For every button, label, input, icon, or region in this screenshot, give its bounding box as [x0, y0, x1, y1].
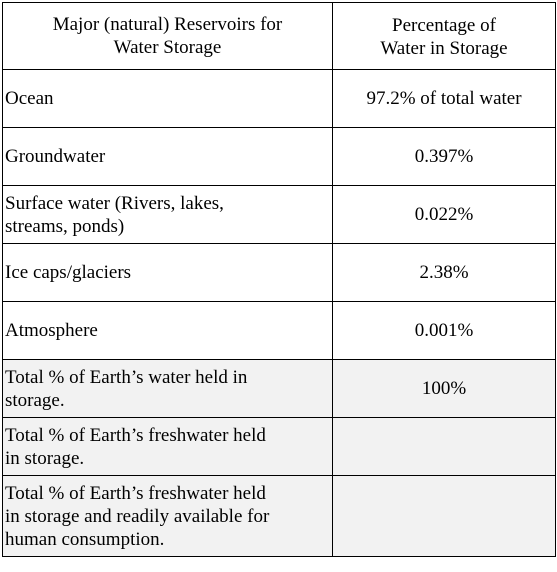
reservoir-text: storage. — [5, 389, 65, 411]
reservoir-cell: Ocean — [2, 69, 333, 128]
percentage-cell: 0.397% — [332, 127, 556, 186]
reservoir-text: Ocean — [5, 88, 54, 109]
header-row: Major (natural) Reservoirs for Water Sto… — [2, 2, 556, 70]
percentage-cell: 100% — [332, 359, 556, 418]
header-reservoir-line-2: Water Storage — [113, 37, 222, 58]
table-row-total: Total % of Earth’s freshwater held in st… — [2, 417, 556, 476]
percentage-cell — [332, 475, 556, 557]
reservoir-text: in storage and readily available for — [5, 505, 270, 527]
table-row-total: Total % of Earth’s water held in storage… — [2, 359, 556, 418]
reservoir-cell: Total % of Earth’s freshwater held in st… — [2, 475, 333, 557]
reservoir-text: Groundwater — [5, 146, 106, 167]
table-row: Ice caps/glaciers 2.38% — [2, 243, 556, 302]
reservoir-text: human consumption. — [5, 528, 165, 550]
header-percentage-line-2: Water in Storage — [380, 37, 508, 59]
table-row: Ocean 97.2% of total water — [2, 69, 556, 128]
reservoir-text: Total % of Earth’s freshwater held — [5, 424, 266, 446]
reservoir-cell: Atmosphere — [2, 301, 333, 360]
reservoir-text: streams, ponds) — [5, 215, 125, 237]
percentage-cell: 97.2% of total water — [332, 69, 556, 128]
reservoir-text: Total % of Earth’s water held in — [5, 366, 248, 388]
reservoir-cell: Surface water (Rivers, lakes, streams, p… — [2, 185, 333, 244]
percentage-cell: 0.001% — [332, 301, 556, 360]
reservoir-text: Ice caps/glaciers — [5, 262, 132, 283]
header-reservoir: Major (natural) Reservoirs for Water Sto… — [2, 2, 333, 70]
reservoir-text: Atmosphere — [5, 320, 98, 341]
percentage-cell: 0.022% — [332, 185, 556, 244]
header-reservoir-line-1: Major (natural) Reservoirs for — [52, 14, 283, 35]
table-row: Groundwater 0.397% — [2, 127, 556, 186]
reservoir-cell: Groundwater — [2, 127, 333, 186]
header-percentage: Percentage of Water in Storage — [332, 2, 556, 70]
header-percentage-line-1: Percentage of — [392, 14, 496, 36]
reservoir-cell: Ice caps/glaciers — [2, 243, 333, 302]
percentage-cell — [332, 417, 556, 476]
reservoir-text: Total % of Earth’s freshwater held — [5, 482, 266, 504]
table-row-total: Total % of Earth’s freshwater held in st… — [2, 475, 556, 557]
reservoir-text: in storage. — [5, 447, 85, 469]
reservoir-text: Surface water (Rivers, lakes, — [5, 192, 224, 214]
water-storage-table: Major (natural) Reservoirs for Water Sto… — [2, 2, 556, 557]
reservoir-cell: Total % of Earth’s water held in storage… — [2, 359, 333, 418]
table-row: Surface water (Rivers, lakes, streams, p… — [2, 185, 556, 244]
percentage-cell: 2.38% — [332, 243, 556, 302]
table-row: Atmosphere 0.001% — [2, 301, 556, 360]
reservoir-cell: Total % of Earth’s freshwater held in st… — [2, 417, 333, 476]
